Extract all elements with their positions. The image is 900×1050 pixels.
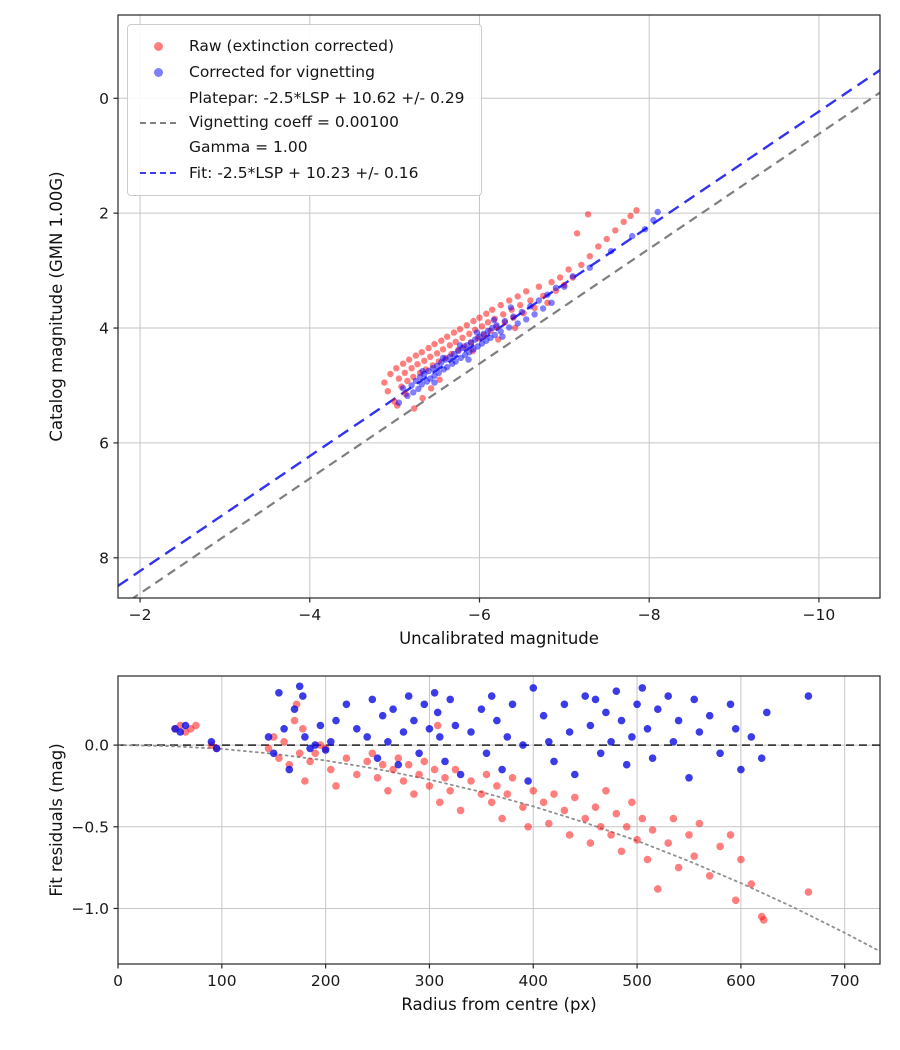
residuals-axis-labels: Radius from centre (px) Fit residuals (ma… — [47, 743, 597, 1014]
corrected-dot-marker — [136, 67, 180, 77]
calibration-fit-spines — [117, 14, 881, 599]
svg-text:0: 0 — [113, 972, 123, 990]
svg-text:8: 8 — [99, 549, 109, 567]
raw-dot-marker — [136, 41, 180, 51]
residuals-spines — [117, 675, 881, 965]
calibration-fit-series-corrected-for-vignetting — [395, 208, 661, 406]
residuals-ylabel: Fit residuals (mag) — [47, 743, 66, 896]
svg-text:−10: −10 — [803, 606, 836, 624]
calibration-fit-ylabel: Catalog magnitude (GMN 1.00G) — [47, 171, 66, 441]
svg-text:100: 100 — [207, 972, 237, 990]
platepar-line-1: Platepar: -2.5*LSP + 10.62 +/- 0.29 — [189, 88, 465, 107]
residuals-tick-marks — [113, 744, 846, 969]
svg-text:0: 0 — [99, 90, 109, 108]
fit-dash-marker — [136, 172, 180, 175]
svg-text:200: 200 — [311, 972, 341, 990]
svg-text:−6: −6 — [468, 606, 491, 624]
legend-label-corrected: Corrected for vignetting — [189, 62, 375, 81]
platepar-dash-marker — [136, 121, 180, 124]
svg-text:−4: −4 — [298, 606, 321, 624]
platepar-line — [131, 91, 880, 598]
svg-text:2: 2 — [99, 205, 109, 223]
svg-text:500: 500 — [622, 972, 652, 990]
svg-text:4: 4 — [99, 320, 109, 338]
legend-item-raw: Raw (extinction corrected) — [136, 34, 465, 59]
svg-text:−8: −8 — [638, 606, 661, 624]
svg-text:300: 300 — [415, 972, 445, 990]
svg-text:0.0: 0.0 — [84, 737, 109, 755]
red-dot-icon — [153, 41, 163, 51]
legend-label-platepar: Platepar: -2.5*LSP + 10.62 +/- 0.29 Vign… — [189, 86, 465, 160]
legend-item-platepar: Platepar: -2.5*LSP + 10.62 +/- 0.29 Vign… — [136, 86, 465, 160]
legend-item-fit: Fit: -2.5*LSP + 10.23 +/- 0.16 — [136, 161, 465, 186]
residuals-tick-labels: 0 100 200 300 400 500 600 700 0.0 −0.5 −1.0 — [71, 737, 859, 990]
residuals-xlabel: Radius from centre (px) — [401, 995, 596, 1014]
residuals-grid — [117, 676, 880, 964]
svg-text:600: 600 — [726, 972, 756, 990]
platepar-line-3: Gamma = 1.00 — [189, 138, 308, 157]
legend-label-fit: Fit: -2.5*LSP + 10.23 +/- 0.16 — [189, 163, 419, 182]
vignetting-model-curve — [118, 744, 880, 953]
svg-text:400: 400 — [518, 972, 548, 990]
calibration-fit-tick-labels: −2 −4 −6 −8 −10 0 2 4 6 8 — [99, 90, 835, 624]
calibration-fit-tick-marks — [113, 97, 820, 603]
svg-text:6: 6 — [99, 434, 109, 452]
svg-text:−2: −2 — [129, 606, 152, 624]
svg-text:−0.5: −0.5 — [71, 818, 109, 836]
blue-dot-icon — [153, 67, 163, 77]
platepar-line-2: Vignetting coeff = 0.00100 — [189, 113, 399, 132]
calibration-fit-axis-labels: Uncalibrated magnitude Catalog magnitude … — [47, 171, 599, 648]
svg-text:700: 700 — [830, 972, 860, 990]
residuals-series-corrected-residuals — [171, 682, 813, 785]
legend-item-corrected: Corrected for vignetting — [136, 60, 465, 85]
legend-label-raw: Raw (extinction corrected) — [189, 37, 395, 55]
legend: Raw (extinction corrected) Corrected for… — [127, 24, 482, 196]
gray-dashed-line-icon — [140, 121, 176, 124]
svg-text:−1.0: −1.0 — [71, 900, 109, 918]
blue-dashed-line-icon — [140, 172, 176, 175]
calibration-fit-xlabel: Uncalibrated magnitude — [399, 629, 599, 648]
